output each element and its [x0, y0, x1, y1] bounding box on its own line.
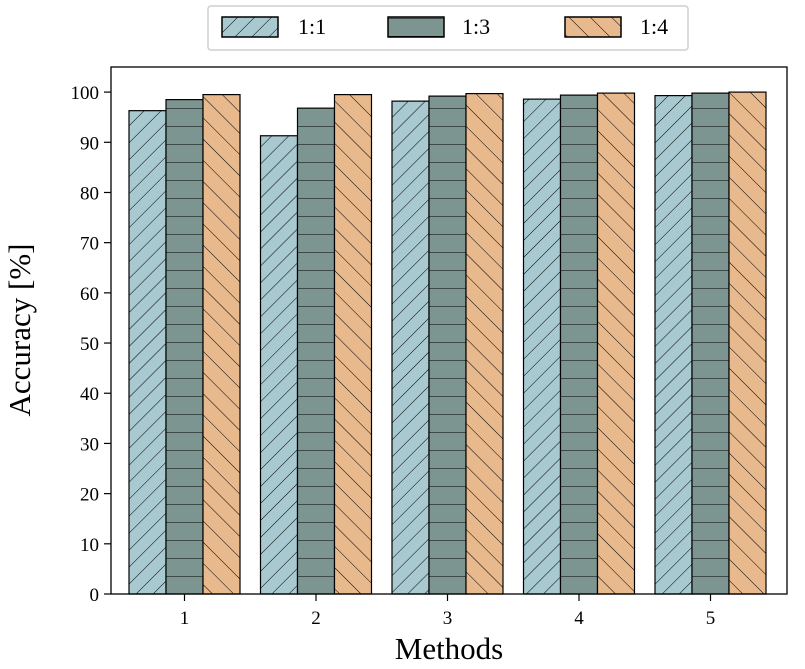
bar-hatch-1-4-method-2: [333, 93, 373, 595]
x-tick-label-2: 2: [311, 608, 321, 629]
bar-hatch-1-3-method-2: [296, 107, 336, 595]
y-axis-ticks: 0 10 20 30 40 50 60 70 80 90 100: [71, 83, 111, 606]
x-tick-label-5: 5: [706, 608, 716, 629]
bar-hatch-1-1-method-3: [391, 100, 430, 595]
bar-hatch-1-3-method-5: [691, 92, 730, 595]
x-axis-ticks: 1 2 3 4 5: [180, 594, 716, 629]
x-axis-title: Methods: [395, 631, 504, 664]
legend-label-1-1: 1:1: [298, 14, 326, 39]
bar-hatch-1-1-method-4: [522, 98, 562, 595]
bar-hatch-1-1-method-1: [128, 110, 167, 595]
x-tick-label-1: 1: [180, 608, 190, 629]
y-tick-label-40: 40: [80, 384, 99, 405]
legend: 1:1 1:3 1:4: [207, 5, 689, 51]
legend-swatch-1-3-hatch: [387, 16, 445, 38]
legend-label-1-4: 1:4: [640, 14, 668, 39]
legend-label-1-3: 1:3: [462, 14, 490, 39]
legend-swatch-1-4-hatch: [564, 16, 622, 38]
bar-hatch-1-3-method-1: [165, 99, 204, 595]
y-tick-label-60: 60: [80, 284, 99, 305]
bar-hatch-1-1-method-5: [654, 95, 693, 595]
y-tick-label-10: 10: [80, 535, 99, 556]
y-tick-label-80: 80: [80, 183, 99, 204]
plot-area-frame: [110, 66, 788, 595]
x-tick-label-3: 3: [443, 608, 453, 629]
y-tick-label-0: 0: [90, 585, 100, 606]
x-tick-label-4: 4: [574, 608, 584, 629]
bar-hatch-1-3-method-3: [428, 95, 467, 595]
y-axis-title: Accuracy [%]: [2, 244, 37, 417]
y-tick-label-20: 20: [80, 485, 99, 506]
y-tick-label-90: 90: [80, 133, 99, 154]
y-tick-label-50: 50: [80, 334, 99, 355]
bar-hatch-1-4-method-1: [202, 93, 241, 595]
bar-hatch-1-3-method-4: [559, 94, 599, 595]
y-tick-label-100: 100: [71, 83, 100, 104]
bars-layer: [128, 91, 767, 595]
bar-hatch-1-4-method-5: [728, 91, 767, 595]
bar-hatch-1-4-method-3: [465, 92, 504, 595]
y-tick-label-30: 30: [80, 434, 99, 455]
legend-swatch-1-1-hatch: [221, 16, 279, 38]
bar-hatch-1-4-method-4: [596, 92, 636, 595]
y-tick-label-70: 70: [80, 234, 99, 255]
bar-hatch-1-1-method-2: [259, 135, 299, 595]
